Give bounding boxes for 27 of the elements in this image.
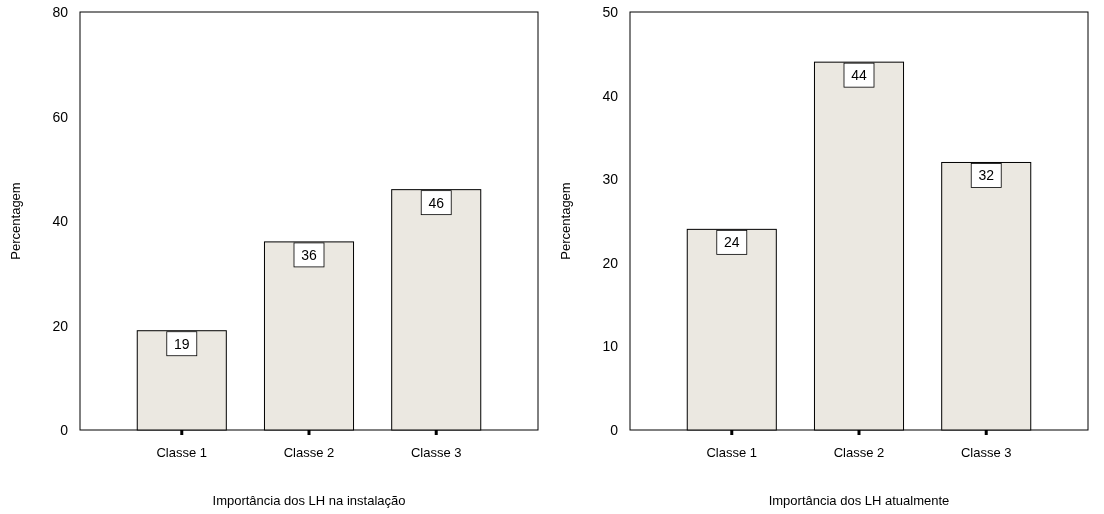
y-tick-label: 20 xyxy=(602,254,619,271)
x-tick-label: Classe 3 xyxy=(960,445,1012,460)
y-tick-label: 60 xyxy=(52,108,69,125)
data-label: 36 xyxy=(301,246,317,263)
data-label: 32 xyxy=(978,167,995,184)
x-axis-title: Importância dos LH na instalação xyxy=(212,493,406,508)
y-tick-label: 0 xyxy=(60,422,69,438)
y-tick-label: 20 xyxy=(52,317,69,334)
data-label: 19 xyxy=(173,335,190,352)
y-tick-label: 30 xyxy=(602,171,619,188)
y-tick-label: 40 xyxy=(602,87,619,104)
x-tick-label: Classe 2 xyxy=(283,445,335,460)
data-label: 46 xyxy=(428,194,445,211)
data-label: 24 xyxy=(723,234,740,251)
y-tick-label: 0 xyxy=(610,422,619,438)
y-tick-label: 50 xyxy=(602,4,619,20)
y-tick-label: 80 xyxy=(52,4,69,20)
data-label: 44 xyxy=(851,67,867,84)
y-tick-label: 10 xyxy=(602,338,619,355)
y-axis-title: Percentagem xyxy=(558,182,573,260)
x-axis-title: Importância dos LH atualmente xyxy=(768,493,950,508)
x-tick-label: Classe 2 xyxy=(833,445,885,460)
x-tick-label: Classe 3 xyxy=(410,445,462,460)
y-tick-label: 40 xyxy=(52,213,69,229)
x-tick-label: Classe 1 xyxy=(706,445,758,460)
y-axis-title: Percentagem xyxy=(8,182,23,260)
x-tick-label: Classe 1 xyxy=(156,445,208,460)
